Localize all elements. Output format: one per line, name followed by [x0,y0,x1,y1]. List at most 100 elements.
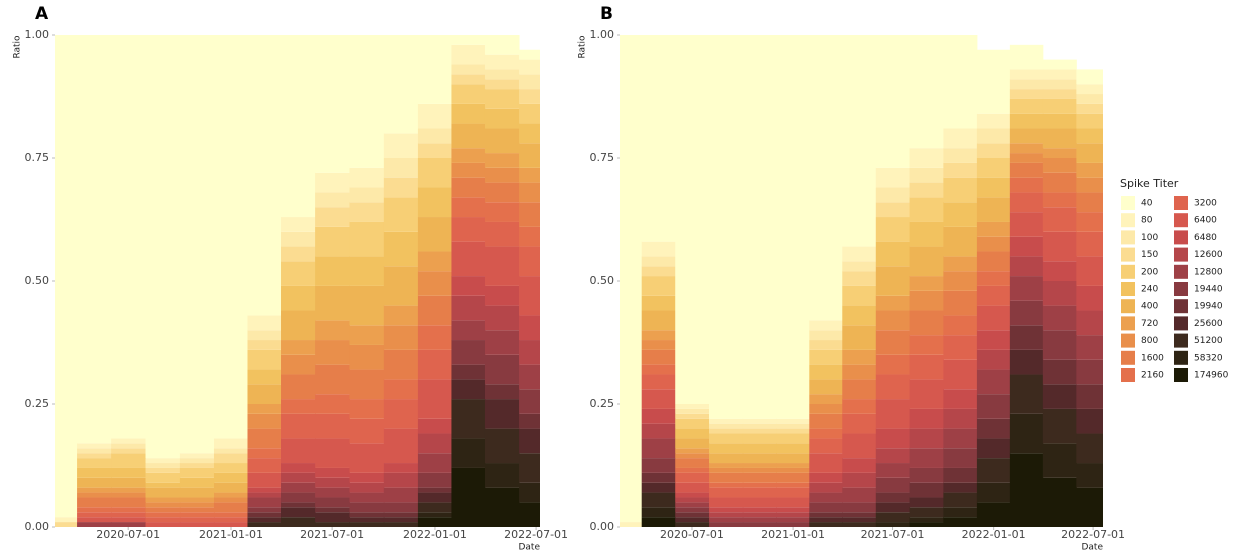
legend-label: 3200 [1194,199,1217,209]
bar-segment [875,448,911,464]
bar-segment [349,221,385,257]
bar-segment [77,522,112,527]
bar-segment [484,285,520,306]
bar-segment [383,502,419,513]
bar-segment [281,399,316,414]
bar-segment [709,507,744,513]
bar-segment [943,507,978,518]
bar-segment [1009,113,1044,129]
bar-segment [349,325,385,345]
y-tick-label: 0.25 [25,397,50,410]
bar-segment [776,482,810,488]
bar-segment [1009,325,1044,350]
bar-segment [145,507,181,513]
bar-segment [349,502,385,513]
bar-segment [111,453,147,468]
bar-segment [842,472,877,488]
bar-segment [451,74,486,85]
x-tick-label: 2021-07-01 [861,528,925,541]
bar-segment [145,502,181,508]
bar-segment [451,438,486,468]
bar-segment [417,453,452,473]
bar-segment [875,35,911,168]
bar-segment [484,202,520,222]
bar-segment [909,335,944,355]
bar-segment [809,482,843,493]
bar-segment [875,167,911,188]
y-tick-label: 0.00 [25,520,50,533]
panel-label: A [35,4,49,24]
bar-segment [1076,128,1103,144]
bar-segment [776,507,810,513]
bar-segment [1009,128,1044,144]
bar-segment [776,487,810,498]
legend-swatch [1174,350,1188,365]
bar-segment [976,418,1011,439]
bar-segment [1009,69,1044,80]
bar-segment [1009,44,1044,70]
y-tick-label: 0.50 [25,274,50,287]
bar-segment [909,482,944,498]
bar-segment [842,379,877,400]
bar-segment [451,379,486,400]
bar-segment [909,408,944,429]
bar-segment [213,482,248,493]
legend-swatch [1174,316,1188,331]
bar-segment [213,512,248,518]
bar-segment [213,517,248,523]
bar-segment [349,35,385,168]
bar-segment [943,448,978,468]
bar-segment [145,463,181,468]
bar-segment [179,497,215,503]
bar-segment [213,492,248,498]
bar-segment [451,320,486,341]
bar-segment [1042,89,1077,99]
bar-segment [875,310,911,331]
bar-segment [809,472,843,483]
bar-segment [909,246,944,277]
bar-segment [1042,384,1077,409]
bar-segment [842,512,877,518]
bar-segment [247,517,282,523]
bar-segment [281,217,316,232]
bar-segment [976,49,1011,114]
bar-segment [247,404,282,414]
bar-segment [1009,177,1044,193]
bar-segment [1042,98,1077,114]
bar-segment [417,349,452,380]
bar-segment [776,497,810,508]
bar-segment [976,143,1011,158]
y-tick-label: 0.75 [25,151,50,164]
bar-segment [742,463,777,468]
bar-segment [875,330,911,355]
bar-segment [417,512,452,518]
bar-segment [281,502,316,508]
bar-segment [179,507,215,513]
bar-segment [709,35,744,419]
bar-segment [519,74,540,90]
bar-segment [315,512,350,523]
bar-segment [247,492,282,498]
bar-segment [976,349,1011,370]
bar-segment [315,438,350,468]
bar-segment [315,507,350,513]
bar-segment [641,438,676,459]
legend-label: 12600 [1194,250,1223,260]
bar-segment [417,158,452,188]
bar-segment [875,399,911,429]
legend-swatch [1174,282,1188,296]
legend-swatch [1121,264,1135,279]
bar-segment [55,522,78,527]
bar-segment [417,325,452,350]
bar-segment [1042,477,1077,527]
bar-segment [315,364,350,395]
bar-segment [315,522,350,527]
bar-segment [1076,359,1103,385]
bar-segment [675,502,710,508]
bar-segment [451,295,486,321]
bar-segment [675,507,710,513]
bar-segment [842,517,877,523]
bar-segment [451,35,486,45]
bar-segment [247,487,282,493]
bar-segment [742,418,777,424]
